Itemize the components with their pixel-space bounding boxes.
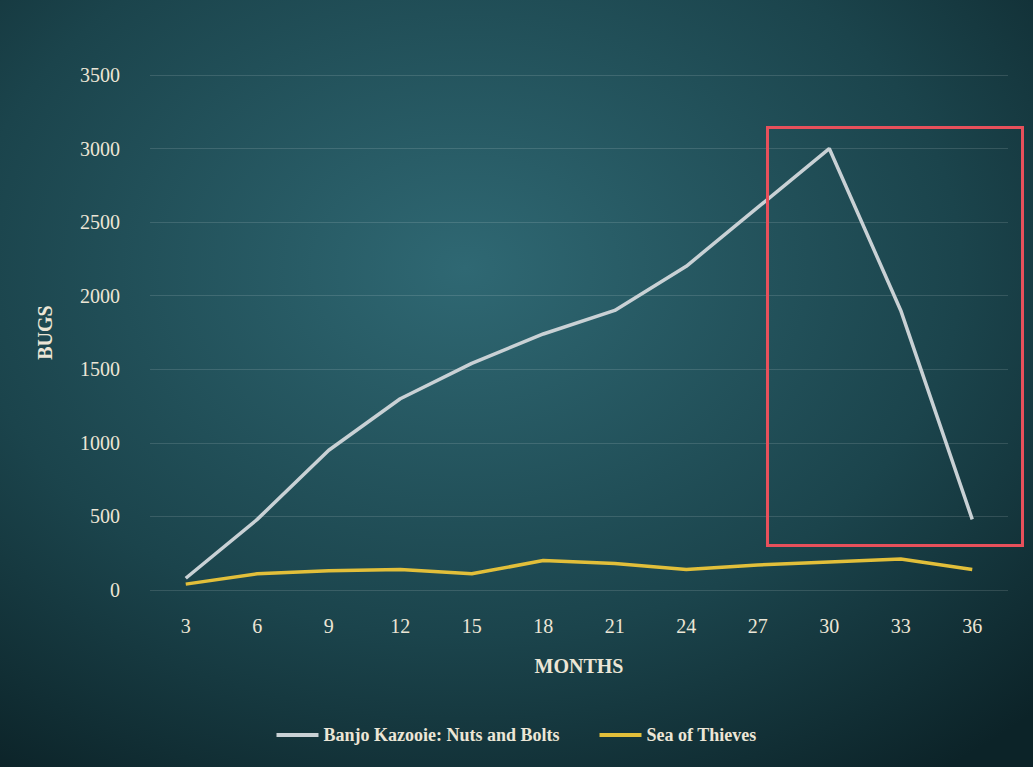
- svg-text:33: 33: [891, 615, 911, 637]
- svg-text:500: 500: [90, 505, 120, 527]
- svg-text:3: 3: [181, 615, 191, 637]
- svg-text:BUGS: BUGS: [34, 305, 56, 359]
- svg-text:27: 27: [748, 615, 768, 637]
- svg-text:2500: 2500: [80, 211, 120, 233]
- svg-text:12: 12: [390, 615, 410, 637]
- svg-text:0: 0: [110, 579, 120, 601]
- svg-text:15: 15: [462, 615, 482, 637]
- svg-text:3500: 3500: [80, 64, 120, 86]
- svg-text:3000: 3000: [80, 138, 120, 160]
- svg-text:9: 9: [324, 615, 334, 637]
- svg-text:Banjo Kazooie: Nuts and Bolts: Banjo Kazooie: Nuts and Bolts: [323, 725, 559, 745]
- svg-text:24: 24: [676, 615, 696, 637]
- svg-text:Sea of Thieves: Sea of Thieves: [647, 725, 757, 745]
- svg-text:1500: 1500: [80, 358, 120, 380]
- svg-text:18: 18: [533, 615, 553, 637]
- svg-text:1000: 1000: [80, 432, 120, 454]
- svg-text:2000: 2000: [80, 285, 120, 307]
- svg-text:30: 30: [819, 615, 839, 637]
- svg-text:6: 6: [252, 615, 262, 637]
- svg-text:36: 36: [962, 615, 982, 637]
- svg-text:21: 21: [605, 615, 625, 637]
- svg-text:MONTHS: MONTHS: [535, 655, 624, 677]
